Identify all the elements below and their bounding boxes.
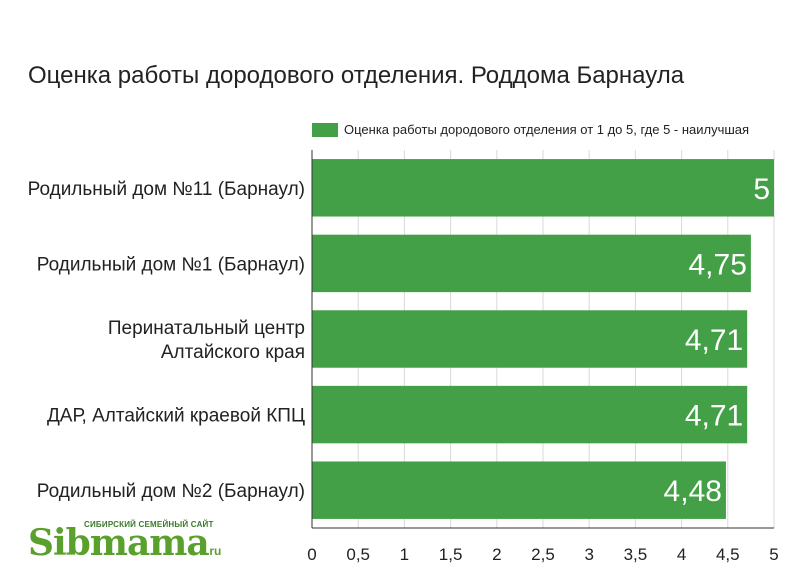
x-tick-label: 2 xyxy=(492,545,501,564)
category-label: ДАР, Алтайский краевой КПЦ xyxy=(47,406,305,427)
legend-swatch xyxy=(312,122,338,137)
bar xyxy=(312,461,726,519)
legend: Оценка работы дородового отделения от 1 … xyxy=(312,122,749,137)
legend-label: Оценка работы дородового отделения от 1 … xyxy=(344,122,750,137)
x-tick-label: 5 xyxy=(769,545,778,564)
bar-value-label: 4,75 xyxy=(689,248,747,281)
chart-title: Оценка работы дородового отделения. Родд… xyxy=(28,62,685,89)
x-tick-label: 3,5 xyxy=(624,545,648,564)
logo-domain: .ru xyxy=(206,544,222,558)
category-label: Родильный дом №1 (Барнаул) xyxy=(37,254,305,275)
bar xyxy=(312,234,751,293)
x-tick-label: 2,5 xyxy=(531,545,555,564)
category-label: Родильный дом №11 (Барнаул) xyxy=(28,179,305,200)
category-label: Алтайского края xyxy=(161,342,305,363)
bar xyxy=(312,310,748,368)
bar xyxy=(312,385,748,444)
category-label: Родильный дом №2 (Барнаул) xyxy=(37,481,305,502)
logo-wordmark: Sibmama xyxy=(28,522,210,564)
x-tick-label: 3 xyxy=(584,545,593,564)
x-tick-label: 4 xyxy=(677,545,686,564)
bar-value-label: 5 xyxy=(753,173,770,206)
bar-value-label: 4,48 xyxy=(664,475,722,508)
x-tick-label: 1 xyxy=(400,545,409,564)
bar xyxy=(312,159,774,217)
logo-tagline: СИБИРСКИЙ СЕМЕЙНЫЙ САЙТ xyxy=(84,520,214,529)
bar-value-label: 4,71 xyxy=(685,400,743,433)
sibmama-logo: СИБИРСКИЙ СЕМЕЙНЫЙ САЙТ Sibmama .ru xyxy=(28,516,228,572)
x-tick-label: 0,5 xyxy=(346,545,370,564)
x-tick-label: 1,5 xyxy=(439,545,463,564)
x-tick-label: 4,5 xyxy=(716,545,740,564)
bar-value-label: 4,71 xyxy=(685,324,743,357)
category-label: Перинатальный центр xyxy=(108,318,305,339)
x-tick-label: 0 xyxy=(307,545,316,564)
